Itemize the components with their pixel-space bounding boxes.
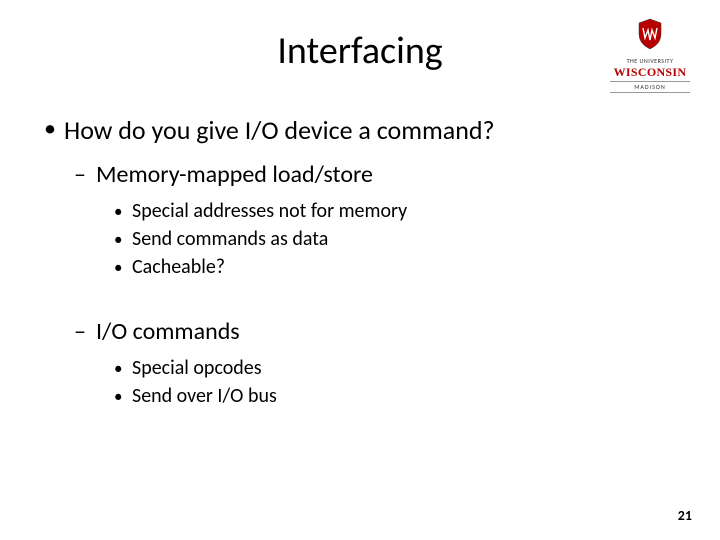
slide: THE UNIVERSITY WISCONSIN MADISON Interfa…	[0, 0, 720, 540]
page-number: 21	[678, 507, 692, 524]
bullet-level2: Memory-mapped load/store	[40, 160, 680, 189]
bullet-level3: Send commands as data	[40, 227, 680, 251]
crest-icon	[636, 18, 664, 50]
logo-madison: MADISON	[610, 81, 690, 93]
logo-wisconsin: WISCONSIN	[610, 65, 690, 80]
logo-line1: THE UNIVERSITY	[610, 57, 690, 65]
slide-title: Interfacing	[40, 28, 680, 74]
slide-content: How do you give I/O device a command? Me…	[40, 114, 680, 408]
bullet-level3: Cacheable?	[40, 255, 680, 279]
bullet-level3: Special opcodes	[40, 356, 680, 380]
bullet-level1: How do you give I/O device a command?	[40, 114, 680, 146]
bullet-level3: Special addresses not for memory	[40, 199, 680, 223]
spacer	[40, 283, 680, 317]
bullet-level3: Send over I/O bus	[40, 384, 680, 408]
university-logo: THE UNIVERSITY WISCONSIN MADISON	[610, 18, 690, 93]
bullet-level2: I/O commands	[40, 317, 680, 346]
